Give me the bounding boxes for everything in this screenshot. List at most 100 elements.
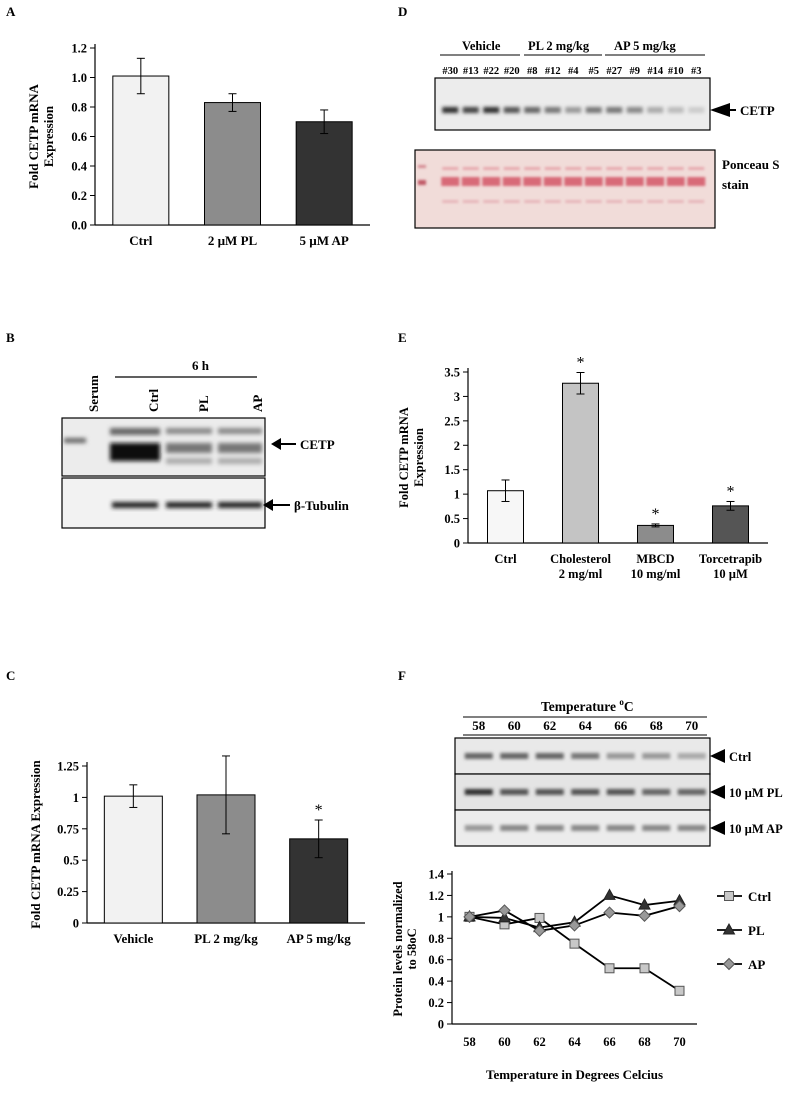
band-label-tubulin-b: β-Tubulin bbox=[294, 498, 350, 513]
lane-label-serum: Serum bbox=[86, 375, 101, 412]
bar-3 bbox=[712, 505, 749, 544]
lane-label-d-3: #20 bbox=[504, 66, 520, 77]
y-axis-label: Expression bbox=[41, 105, 56, 167]
y-tick-label-6: 3 bbox=[454, 390, 460, 404]
y-tick-label-5: 1 bbox=[438, 910, 444, 924]
y-tick-label-5: 1.0 bbox=[71, 71, 87, 85]
y-tick-label-3: 0.6 bbox=[71, 130, 87, 144]
x-axis-label: Temperature in Degrees Celcius bbox=[486, 1067, 663, 1082]
lane-label-d-2: #22 bbox=[483, 66, 499, 77]
arrow-icon-f-0 bbox=[710, 749, 725, 763]
temperature-label-3: 64 bbox=[579, 718, 593, 733]
panel-label-b: B bbox=[6, 330, 15, 345]
panel-label-a: A bbox=[6, 4, 16, 19]
point-0-3 bbox=[569, 938, 580, 949]
x-tick-label-0: 58 bbox=[463, 1035, 476, 1049]
bar-1 bbox=[562, 382, 599, 544]
row-label-f-2: 10 µM AP bbox=[729, 822, 783, 836]
y-axis-label: Fold CETP mRNA bbox=[397, 407, 411, 508]
bar-2 bbox=[295, 121, 353, 226]
point-2-4 bbox=[603, 906, 616, 919]
lane-labels-d: #30 #13 #22 #20 #8 #12 #4 #5 #27 #9 #14 #10 #3 bbox=[442, 66, 701, 77]
significance-marker-3: * bbox=[727, 483, 735, 500]
y-tick-label-4: 2 bbox=[454, 439, 460, 453]
y-tick-label-2: 1 bbox=[454, 488, 460, 502]
x-category-label-0: Ctrl bbox=[494, 552, 517, 566]
group-label-pl: PL 2 mg/kg bbox=[528, 39, 590, 53]
arrow-icon-cetp-b bbox=[271, 438, 296, 450]
arrow-icon-f-1 bbox=[710, 785, 725, 799]
panel-label-f: F bbox=[398, 668, 406, 683]
panel-label-e: E bbox=[398, 330, 407, 345]
lane-label-d-8: #27 bbox=[606, 66, 622, 77]
y-tick-label-3: 0.75 bbox=[57, 822, 79, 836]
panel-label-d: D bbox=[398, 4, 408, 19]
y-tick-label-4: 0.8 bbox=[428, 932, 444, 946]
legend-label-0: Ctrl bbox=[748, 889, 771, 904]
temperature-label-5: 68 bbox=[650, 718, 664, 733]
y-tick-label-0: 0.0 bbox=[71, 219, 87, 233]
significance-marker-2: * bbox=[652, 506, 660, 523]
y-tick-label-1: 0.2 bbox=[71, 189, 87, 203]
lane-label-d-5: #12 bbox=[545, 66, 561, 77]
point-2-3 bbox=[568, 919, 581, 932]
lane-label-d-11: #10 bbox=[668, 66, 684, 77]
legend-marker-2 bbox=[722, 957, 736, 971]
bar-0 bbox=[112, 75, 170, 226]
arrow-icon-f-2 bbox=[710, 821, 725, 835]
blot-d-ponceau-membrane bbox=[414, 149, 716, 229]
lane-label-d-9: #9 bbox=[630, 66, 641, 77]
lane-label-ap: AP bbox=[250, 395, 265, 412]
chart-f: 0 0.2 0.4 0.6 0.8 1 1.2 1.4 58 60 62 64 66 68 70 Protei… bbox=[391, 868, 771, 1083]
temperature-label-4: 66 bbox=[614, 718, 628, 733]
y-tick-label-0: 0 bbox=[454, 537, 460, 551]
series-ap bbox=[463, 899, 686, 937]
x-tick-label-4: 66 bbox=[603, 1035, 616, 1049]
x-tick-label-3: 64 bbox=[568, 1035, 581, 1049]
point-0-4 bbox=[604, 963, 615, 974]
y-tick-label-4: 1 bbox=[73, 791, 79, 805]
chart-e: 0 0.5 1 1.5 2 2.5 3 3.5 Fold CETP mRNA Expression… bbox=[397, 354, 768, 581]
band-label-cetp-d: CETP bbox=[740, 103, 775, 118]
x-tick-label-5: 68 bbox=[638, 1035, 651, 1049]
x-category-label-3: 10 µM bbox=[713, 567, 748, 581]
y-tick-label-6: 1.2 bbox=[428, 889, 444, 903]
temperature-header: Temperature oC bbox=[541, 697, 634, 714]
x-category-label-0: Vehicle bbox=[113, 931, 153, 946]
y-axis-label: Fold CETP mRNA Expression bbox=[28, 760, 43, 929]
y-tick-label-3: 0.6 bbox=[428, 953, 444, 967]
temperature-label-1: 60 bbox=[508, 718, 521, 733]
y-tick-label-1: 0.5 bbox=[444, 512, 460, 526]
lane-label-pl: PL bbox=[196, 395, 211, 412]
point-2-1 bbox=[498, 904, 511, 917]
y-tick-label-5: 1.25 bbox=[57, 760, 79, 774]
temperature-label-0: 58 bbox=[472, 718, 486, 733]
x-category-label-2: 10 mg/ml bbox=[631, 567, 681, 581]
lane-label-d-6: #4 bbox=[568, 66, 579, 77]
lane-label-d-0: #30 bbox=[442, 66, 458, 77]
x-category-label-1: PL 2 mg/kg bbox=[194, 931, 258, 946]
panel-label-c: C bbox=[6, 668, 16, 683]
stain-label-d-2: stain bbox=[722, 177, 750, 192]
y-tick-label-2: 0.5 bbox=[63, 854, 79, 868]
x-category-label-2: AP 5 mg/kg bbox=[287, 931, 352, 946]
group-label-vehicle: Vehicle bbox=[462, 39, 501, 53]
x-tick-label-6: 70 bbox=[673, 1035, 686, 1049]
x-category-label-2: MBCD bbox=[636, 552, 674, 566]
point-0-6 bbox=[674, 985, 685, 996]
arrow-icon-cetp-d bbox=[710, 103, 736, 117]
temperature-labels: 58 60 62 64 66 68 70 bbox=[472, 718, 698, 733]
y-tick-label-7: 3.5 bbox=[444, 366, 460, 380]
temperature-label-6: 70 bbox=[685, 718, 698, 733]
bar-0 bbox=[103, 795, 163, 924]
significance-marker-1: * bbox=[577, 354, 585, 371]
point-2-2 bbox=[533, 924, 546, 937]
row-label-f-1: 10 µM PL bbox=[729, 786, 783, 800]
blot-d-cetp-membrane bbox=[434, 77, 711, 131]
chart-c: 0 0.25 0.5 0.75 1 1.25 Fold CETP mRNA Expressi… bbox=[28, 755, 365, 946]
stain-label-d: Ponceau S bbox=[722, 157, 779, 172]
x-category-label-2: 5 µM AP bbox=[299, 233, 348, 248]
y-tick-label-6: 1.2 bbox=[71, 42, 87, 56]
y-tick-label-2: 0.4 bbox=[428, 975, 444, 989]
point-0-5 bbox=[639, 963, 650, 974]
